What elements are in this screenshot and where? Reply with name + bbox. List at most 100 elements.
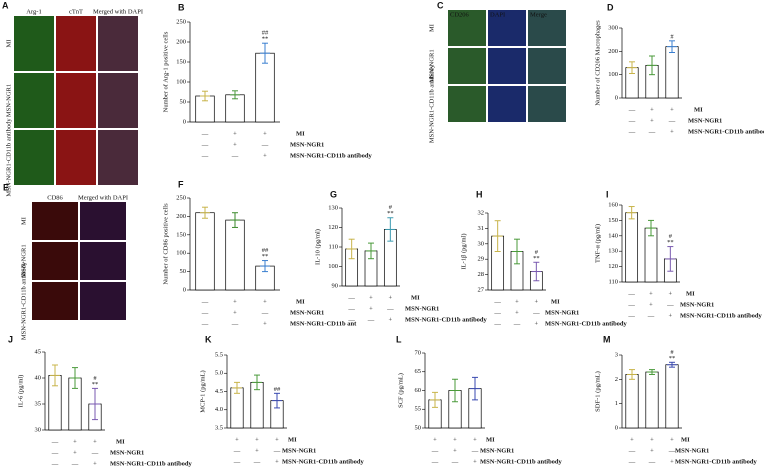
y-tick-label: 100 xyxy=(328,263,338,270)
y-tick-label: 100 xyxy=(176,78,186,85)
y-tick-label: 100 xyxy=(176,250,186,257)
condition-label: MSN-NGR1-CD11b antibody xyxy=(282,458,365,465)
row-label: MSN-NGR1-CD11b antibody xyxy=(428,64,435,143)
significance: ** xyxy=(387,210,394,217)
column-label: Merged with DAPI xyxy=(93,8,143,15)
y-tick-label: 27 xyxy=(478,286,485,293)
condition-sign: — xyxy=(273,447,281,454)
bar xyxy=(625,212,639,283)
bar xyxy=(195,212,215,291)
row-label: MSN-NGR1 xyxy=(20,244,27,277)
condition-sign: — xyxy=(493,320,501,327)
row-label: MSN-NGR1-CD11b antibody xyxy=(20,261,27,340)
y-tick-label: 60 xyxy=(415,387,422,394)
condition-label: MSN-NGR1 xyxy=(290,309,324,316)
micrograph xyxy=(98,16,138,71)
significance: ** xyxy=(262,253,269,260)
y-tick-label: 120 xyxy=(608,263,618,270)
y-axis-label: IL-10 (pg/ml) xyxy=(314,229,321,265)
micrograph xyxy=(80,242,126,280)
micrograph xyxy=(448,86,486,122)
y-tick-label: 3.5 xyxy=(215,424,223,431)
condition-sign: — xyxy=(668,117,676,124)
y-tick-label: 65 xyxy=(415,368,422,375)
condition-sign: + xyxy=(73,438,77,445)
condition-label: MSN-NGR1 xyxy=(110,449,144,456)
condition-label: MI xyxy=(694,106,703,113)
condition-sign: — xyxy=(367,316,375,323)
condition-sign: + xyxy=(515,309,519,316)
y-axis-label: MCP-1 (pg/mL) xyxy=(199,370,206,412)
y-tick-label: 45 xyxy=(35,348,42,355)
y-axis-label: Number of Arg-1 positive cells xyxy=(162,31,169,112)
panel-letter: I xyxy=(606,189,609,199)
y-tick-label: 30 xyxy=(35,426,42,433)
panel-letter: H xyxy=(476,189,483,199)
column-label: cTnT xyxy=(69,8,83,15)
panel-letter: L xyxy=(396,334,402,344)
y-tick-label: 0 xyxy=(183,118,186,125)
condition-sign: — xyxy=(627,301,635,308)
condition-label: MSN-NGR1-CD11b antibody xyxy=(110,460,193,467)
condition-sign: — xyxy=(347,316,355,323)
micrograph xyxy=(488,10,526,46)
y-tick-label: 0 xyxy=(615,424,618,431)
y-tick-label: 90 xyxy=(332,282,339,289)
condition-sign: + xyxy=(255,447,259,454)
condition-label: MI xyxy=(681,436,690,443)
column-label: Arg-1 xyxy=(26,8,41,15)
significance: ** xyxy=(262,36,269,43)
condition-sign: + xyxy=(235,436,239,443)
condition-sign: — xyxy=(647,312,655,319)
condition-label: MSN-NGR1-CD11b antibody xyxy=(405,316,488,323)
micrograph xyxy=(14,73,54,128)
y-tick-label: 4.0 xyxy=(215,406,223,413)
condition-sign: — xyxy=(253,458,261,465)
bar xyxy=(665,46,679,99)
condition-label: MSN-NGR1-CD11b antibody xyxy=(480,458,563,465)
micrograph xyxy=(32,282,78,320)
condition-sign: — xyxy=(71,460,79,467)
bar xyxy=(230,387,244,429)
condition-label: MI xyxy=(296,130,305,137)
significance: ** xyxy=(667,239,674,246)
micrograph xyxy=(32,202,78,240)
panel-letter: F xyxy=(178,179,184,189)
significance: # xyxy=(93,375,97,382)
condition-label: MI xyxy=(288,436,297,443)
condition-sign: + xyxy=(668,290,672,297)
condition-sign: + xyxy=(670,106,674,113)
condition-sign: + xyxy=(534,298,538,305)
panel-letter: J xyxy=(8,334,13,344)
condition-label: MSN-NGR1 xyxy=(675,447,709,454)
micrograph xyxy=(448,10,486,46)
condition-sign: — xyxy=(471,447,479,454)
micrograph xyxy=(56,16,96,71)
condition-label: MI xyxy=(116,438,125,445)
condition-sign: — xyxy=(431,447,439,454)
condition-sign: + xyxy=(263,152,267,159)
condition-sign: — xyxy=(231,320,239,327)
condition-label: MSN-NGR1-CD11b antibody xyxy=(680,312,763,319)
significance: # xyxy=(670,33,674,40)
condition-label: MSN-NGR1-CD11b antibody xyxy=(290,152,373,159)
y-tick-label: 3 xyxy=(615,351,618,358)
condition-label: MI xyxy=(411,294,420,301)
condition-sign: — xyxy=(628,117,636,124)
y-tick-label: 150 xyxy=(176,231,186,238)
y-tick-label: 50 xyxy=(415,424,422,431)
y-tick-label: 0 xyxy=(615,94,618,101)
micrograph xyxy=(56,73,96,128)
condition-sign: + xyxy=(369,294,373,301)
condition-sign: + xyxy=(453,436,457,443)
y-tick-label: 28 xyxy=(478,271,485,278)
condition-sign: + xyxy=(233,141,237,148)
condition-sign: — xyxy=(261,141,269,148)
condition-sign: + xyxy=(515,298,519,305)
condition-label: MSN-NGR1-CD11b antibody xyxy=(675,458,758,465)
condition-sign: — xyxy=(261,309,269,316)
condition-label: MSN-NGR1-CD11b antibody xyxy=(688,128,764,135)
condition-sign: + xyxy=(649,301,653,308)
condition-sign: + xyxy=(388,316,392,323)
